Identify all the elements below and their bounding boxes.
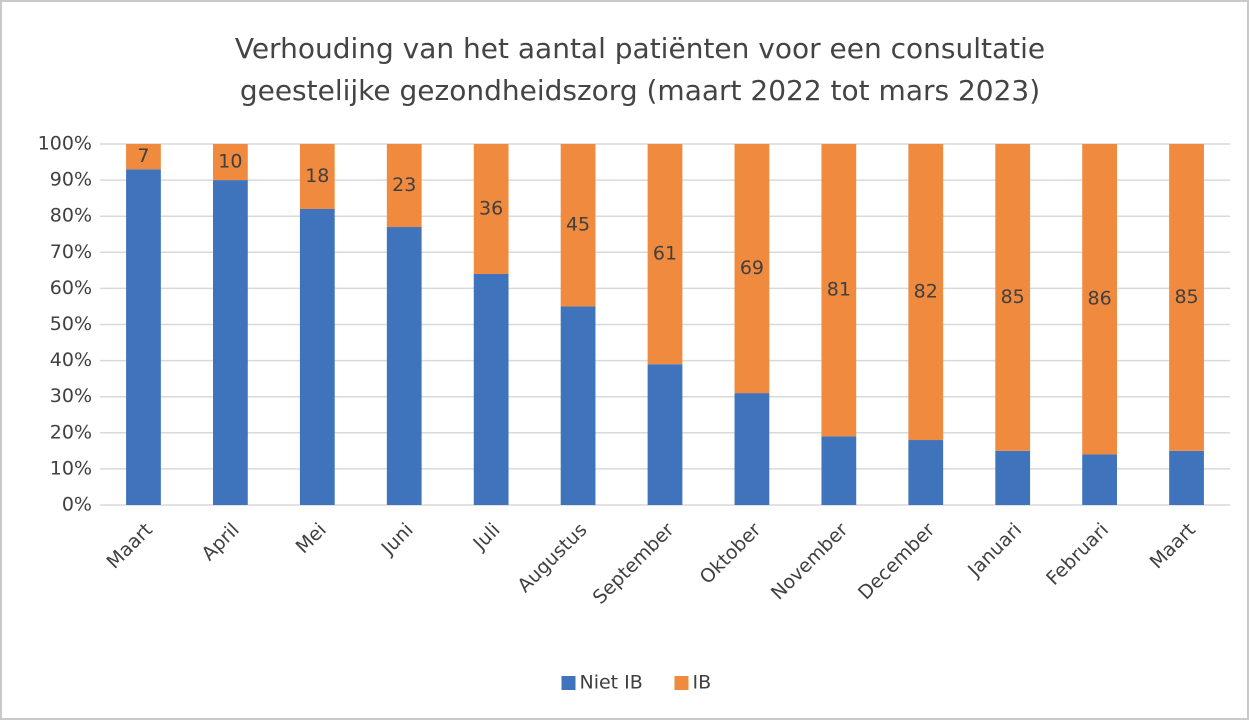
legend-label: IB [693,672,712,694]
bar-segment [1082,144,1117,455]
bar-segment [560,306,596,505]
data-label: 7 [137,145,149,167]
bar-segment [995,144,1031,451]
data-label: 82 [914,281,938,303]
y-tick-label: 60% [50,277,92,299]
y-tick-label: 70% [50,241,92,263]
data-label: 61 [653,243,677,265]
bar-segment [734,393,770,505]
bar-segment [1169,450,1204,505]
data-label: 86 [1088,288,1112,310]
chart-title: Verhouding van het aantal patiënten voor… [235,32,1045,65]
bar-segment [734,144,770,394]
bar-segment [386,144,422,228]
bar-segment [1169,144,1204,451]
legend-label: Niet IB [580,672,643,694]
y-tick-label: 90% [50,169,92,191]
bar-segment [213,180,248,505]
bar-segment [126,144,161,170]
bar-segment [299,144,335,209]
bar-segment [386,227,422,505]
data-label: 18 [305,165,329,187]
bar-segment [908,440,944,505]
data-label: 36 [479,197,503,219]
bar-segment [821,436,857,505]
data-label: 85 [1001,286,1025,308]
bar-segment [995,450,1031,505]
bar-segment [126,169,161,505]
data-label: 23 [392,174,416,196]
data-label: 69 [740,257,764,279]
legend-swatch [674,676,689,690]
y-tick-label: 20% [50,421,92,443]
data-label: 10 [218,151,242,173]
y-tick-label: 80% [50,205,92,227]
legend-swatch [561,676,576,690]
data-label: 81 [827,279,851,301]
bar-segment [647,144,683,365]
y-tick-label: 0% [62,494,92,516]
y-tick-label: 40% [50,349,92,371]
bar-segment [908,144,944,441]
bar-segment [647,364,683,505]
y-tick-label: 30% [50,385,92,407]
chart-title: geestelijke gezondheidszorg (maart 2022 … [240,74,1040,107]
bar-segment [1082,454,1117,505]
bar-segment [473,144,509,274]
bar-segment [473,273,509,505]
y-tick-label: 50% [50,313,92,335]
bar-segment [821,144,857,437]
data-label: 85 [1174,286,1198,308]
bar-segment [560,144,596,307]
bar-segment [213,144,248,181]
y-tick-label: 100% [38,133,92,155]
y-tick-label: 10% [50,457,92,479]
bar-segment [299,208,335,506]
data-label: 45 [566,214,590,236]
